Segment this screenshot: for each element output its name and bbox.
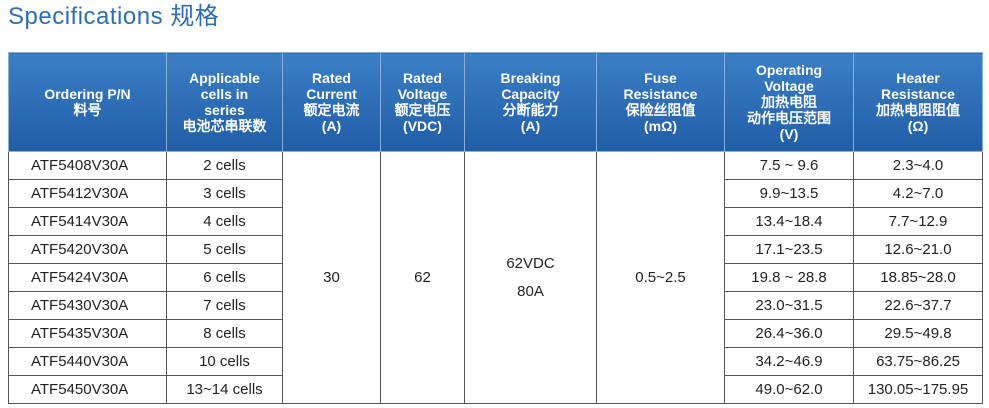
cells: 8 cells xyxy=(166,319,283,348)
heater-resistance: 12.6~21.0 xyxy=(853,235,983,264)
table-row: ATF5424V30A 6 cells 19.8 ~ 28.8 18.85~28.0 xyxy=(8,263,983,292)
operating-voltage: 49.0~62.0 xyxy=(724,375,854,404)
header-cell: Rated Current 额定电流 (A) xyxy=(282,52,381,152)
part-number: ATF5408V30A xyxy=(8,151,167,180)
heater-resistance: 7.7~12.9 xyxy=(853,207,983,236)
header-line: Ordering P/N xyxy=(44,86,131,102)
heater-resistance: 130.05~175.95 xyxy=(853,375,983,404)
breaking-line: 80A xyxy=(517,282,544,300)
header-cell: Rated Voltage 额定电压 (VDC) xyxy=(380,52,465,152)
part-number: ATF5420V30A xyxy=(8,235,167,264)
header-line: Resistance xyxy=(881,86,955,102)
header-line: Capacity xyxy=(501,86,560,102)
table-row: ATF5450V30A 13~14 cells 49.0~62.0 130.05~17… xyxy=(8,375,983,404)
header-line: (mΩ) xyxy=(644,118,677,134)
header-line: 额定电流 xyxy=(303,102,360,118)
heater-resistance: 4.2~7.0 xyxy=(853,179,983,208)
header-line: Rated xyxy=(403,70,442,86)
heater-resistance: 22.6~37.7 xyxy=(853,291,983,320)
table-row: ATF5420V30A 5 cells 17.1~23.5 12.6~21.0 xyxy=(8,235,983,264)
operating-voltage: 13.4~18.4 xyxy=(724,207,854,236)
header-line: 分断能力 xyxy=(502,102,559,118)
part-number: ATF5424V30A xyxy=(8,263,167,292)
header-row: Ordering P/N 料号 Applicable cells in series 电池… xyxy=(8,52,983,152)
header-line: Applicable xyxy=(189,70,260,86)
operating-voltage: 23.0~31.5 xyxy=(724,291,854,320)
heater-resistance: 29.5~49.8 xyxy=(853,319,983,348)
title: Specifications 规格 xyxy=(8,3,220,30)
part-number: ATF5412V30A xyxy=(8,179,167,208)
part-number: ATF5435V30A xyxy=(8,319,167,348)
operating-voltage: 26.4~36.0 xyxy=(724,319,854,348)
cells: 4 cells xyxy=(166,207,283,236)
header-line: Voltage xyxy=(764,78,814,94)
rated-current: 30 xyxy=(282,151,381,404)
operating-voltage: 34.2~46.9 xyxy=(724,347,854,376)
header-cell: Fuse Resistance 保险丝阻值 (mΩ) xyxy=(596,52,725,152)
cells: 2 cells xyxy=(166,151,283,180)
part-number: ATF5414V30A xyxy=(8,207,167,236)
operating-voltage: 17.1~23.5 xyxy=(724,235,854,264)
part-number: ATF5440V30A xyxy=(8,347,167,376)
cells: 10 cells xyxy=(166,347,283,376)
header-line: (A) xyxy=(321,118,342,134)
header-line: Breaking xyxy=(500,70,561,86)
heater-resistance: 18.85~28.0 xyxy=(853,263,983,292)
header-line: (A) xyxy=(520,118,541,134)
header-line: Rated xyxy=(312,70,351,86)
header-line: (V) xyxy=(779,126,799,142)
header-line: 动作电压范围 xyxy=(747,110,831,126)
operating-voltage: 9.9~13.5 xyxy=(724,179,854,208)
header-line: (Ω) xyxy=(907,118,929,134)
cells: 13~14 cells xyxy=(166,375,283,404)
breaking-line: 62VDC xyxy=(506,254,555,272)
breaking-capacity: 62VDC 80A xyxy=(464,151,597,404)
header-line: Voltage xyxy=(397,86,448,102)
header-line: (VDC) xyxy=(403,118,442,134)
header-line: 加热电阻 xyxy=(761,94,817,110)
table-row: ATF5408V30A 2 cells 30 62 62VDC 80A 0.5~2.5 7.5… xyxy=(8,151,983,404)
header-line: Heater xyxy=(896,70,940,86)
header-line: Current xyxy=(306,86,357,102)
rated-voltage: 62 xyxy=(380,151,465,404)
table-row: ATF5414V30A 4 cells 13.4~18.4 7.7~12.9 xyxy=(8,207,983,236)
part-number: ATF5430V30A xyxy=(8,291,167,320)
table-row: ATF5412V30A 3 cells 9.9~13.5 4.2~7.0 xyxy=(8,179,983,208)
header-line: series xyxy=(204,102,245,118)
header-line: 电池芯串联数 xyxy=(182,118,267,134)
header-line: 料号 xyxy=(73,102,102,118)
heater-resistance: 63.75~86.25 xyxy=(853,347,983,376)
header-cell: Applicable cells in series 电池芯串联数 xyxy=(166,52,283,152)
header-line: Resistance xyxy=(623,86,698,102)
header-line: cells in xyxy=(200,86,249,102)
header-line: Fuse xyxy=(644,70,677,86)
part-number: ATF5450V30A xyxy=(8,375,167,404)
header-line: 保险丝阻值 xyxy=(625,102,696,118)
cells: 3 cells xyxy=(166,179,283,208)
fuse-resistance: 0.5~2.5 xyxy=(596,151,725,404)
header-cell: Operating Voltage 加热电阻 动作电压范围 (V) xyxy=(724,52,854,152)
table-row: ATF5435V30A 8 cells 26.4~36.0 29.5~49.8 xyxy=(8,319,983,348)
cells: 7 cells xyxy=(166,291,283,320)
table-row: ATF5440V30A 10 cells 34.2~46.9 63.75~86.25 xyxy=(8,347,983,376)
cells: 6 cells xyxy=(166,263,283,292)
header-cell: Heater Resistance 加热电阻阻值 (Ω) xyxy=(853,52,983,152)
table-body: ATF5408V30A 2 cells 30 62 62VDC 80A 0.5~2.5 7.5… xyxy=(8,151,983,404)
header-line: 加热电阻阻值 xyxy=(876,102,960,118)
spec-table: Ordering P/N 料号 Applicable cells in series 电池… xyxy=(8,52,983,404)
operating-voltage: 19.8 ~ 28.8 xyxy=(724,263,854,292)
header-cell: Breaking Capacity 分断能力 (A) xyxy=(464,52,597,152)
header-line: 额定电压 xyxy=(394,102,451,118)
table-row: ATF5430V30A 7 cells 23.0~31.5 22.6~37.7 xyxy=(8,291,983,320)
heater-resistance: 2.3~4.0 xyxy=(853,151,983,180)
operating-voltage: 7.5 ~ 9.6 xyxy=(724,151,854,180)
header-line: Operating xyxy=(755,62,823,78)
cells: 5 cells xyxy=(166,235,283,264)
header-cell: Ordering P/N 料号 xyxy=(8,52,167,152)
